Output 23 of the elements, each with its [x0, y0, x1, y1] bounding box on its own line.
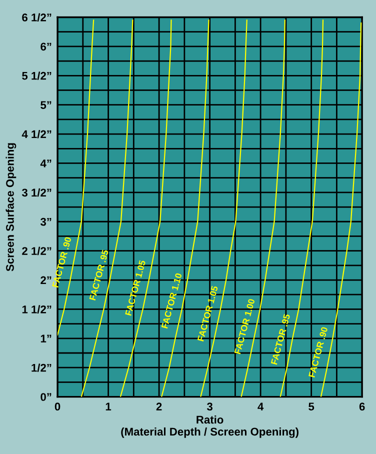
- y-tick-label: 2 1/2”: [22, 246, 52, 256]
- x-tick-label: 1: [106, 402, 112, 410]
- y-tick-label: 6”: [40, 42, 52, 51]
- x-tick-label: 3: [206, 402, 212, 411]
- y-tick-label: 4”: [40, 160, 52, 168]
- y-tick-label: 5”: [40, 101, 52, 109]
- x-tick-label: 5: [308, 402, 314, 411]
- y-axis-title: Screen Surface Opening: [6, 143, 16, 272]
- x-tick-label: 6: [359, 402, 365, 411]
- y-tick-label: 6 1/2”: [22, 13, 52, 22]
- y-tick-label: 3 1/2”: [22, 188, 52, 197]
- y-tick-label: 1 1/2”: [22, 305, 52, 314]
- y-tick-label: 4 1/2”: [22, 130, 52, 138]
- y-tick-label: 0”: [40, 393, 52, 401]
- x-tick-label: 0: [54, 402, 60, 411]
- y-tick-label: 5 1/2”: [22, 72, 52, 80]
- y-tick-label: 1”: [40, 334, 52, 342]
- y-tick-label: 2”: [40, 276, 52, 284]
- y-tick-label: 1/2”: [32, 364, 52, 372]
- y-tick-label: 3”: [40, 218, 52, 226]
- x-tick-label: 4: [258, 402, 264, 410]
- x-tick-label: 2: [156, 402, 162, 410]
- x-axis-title: Ratio (Material Depth / Screen Opening): [121, 415, 298, 438]
